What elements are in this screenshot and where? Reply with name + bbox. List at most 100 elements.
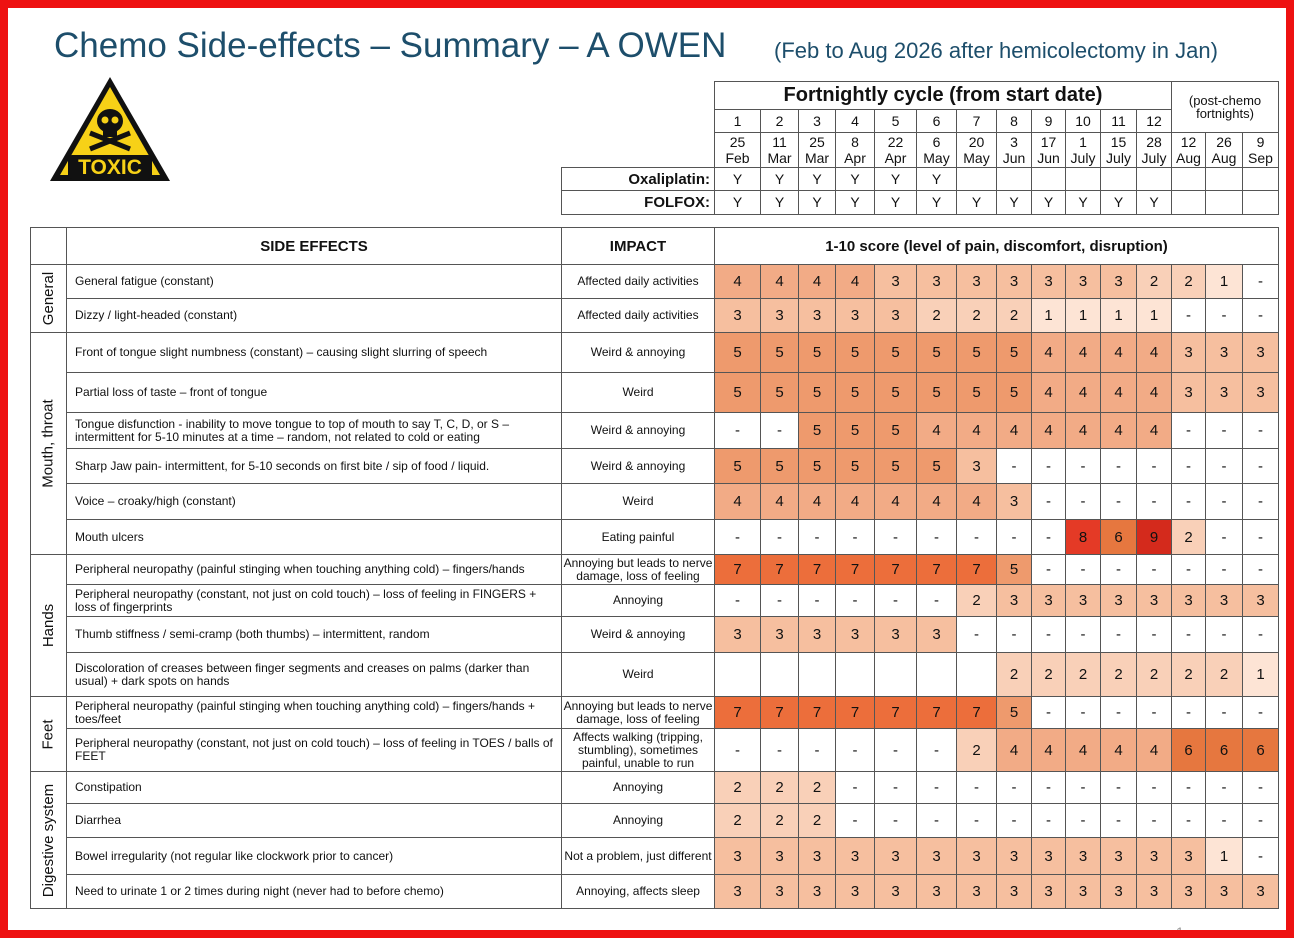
- score-cell: 3: [874, 298, 917, 333]
- score-cell: [874, 652, 917, 697]
- score-cell: -: [835, 771, 875, 804]
- score-cell: 2: [916, 298, 957, 333]
- corner-cell: [30, 227, 67, 265]
- score-cell: 3: [1065, 264, 1101, 299]
- score-cell: 1: [1242, 652, 1279, 697]
- date-month: Apr: [844, 150, 866, 166]
- score-cell: 3: [916, 874, 957, 909]
- score-cell: 5: [916, 448, 957, 484]
- score-cell: 3: [956, 448, 997, 484]
- side-effect: Voice – croaky/high (constant): [66, 483, 562, 520]
- score-cell: 3: [916, 837, 957, 875]
- cycle-number: 10: [1065, 109, 1101, 133]
- score-cell: -: [1100, 448, 1137, 484]
- drug-cell: Y: [916, 190, 957, 215]
- score-cell: 4: [1100, 412, 1137, 449]
- score-cell: -: [996, 771, 1032, 804]
- score-cell: 2: [956, 728, 997, 772]
- date-month: May: [963, 150, 990, 166]
- score-cell: 3: [714, 298, 761, 333]
- score-cell: 3: [798, 837, 836, 875]
- score-cell: 2: [1171, 264, 1206, 299]
- score-cell: -: [1242, 483, 1279, 520]
- score-cell: -: [1205, 412, 1243, 449]
- score-cell: -: [1031, 616, 1066, 653]
- score-cell: 5: [996, 554, 1032, 585]
- score-cell: -: [1171, 616, 1206, 653]
- score-cell: 5: [874, 372, 917, 413]
- date-day: 11: [772, 134, 787, 150]
- score-cell: 4: [996, 412, 1032, 449]
- group-name: Hands: [40, 603, 58, 648]
- score-cell: -: [1205, 519, 1243, 555]
- score-cell: 3: [874, 616, 917, 653]
- impact: Annoying, affects sleep: [561, 874, 715, 909]
- score-cell: 4: [798, 483, 836, 520]
- score-cell: -: [874, 771, 917, 804]
- header-score: 1-10 score (level of pain, discomfort, d…: [714, 227, 1279, 265]
- score-cell: 4: [1031, 372, 1066, 413]
- score-cell: 3: [760, 837, 799, 875]
- score-cell: [916, 652, 957, 697]
- date-day: 28: [1146, 134, 1162, 150]
- score-cell: 5: [835, 332, 875, 373]
- score-cell: 3: [714, 874, 761, 909]
- score-cell: -: [1205, 616, 1243, 653]
- score-cell: -: [1171, 803, 1206, 838]
- score-cell: 3: [874, 837, 917, 875]
- score-cell: 3: [1171, 372, 1206, 413]
- score-cell: 4: [714, 264, 761, 299]
- score-cell: 7: [798, 554, 836, 585]
- score-cell: 4: [1136, 412, 1172, 449]
- impact: Affects walking (tripping, stumbling), s…: [561, 728, 715, 772]
- date-day: 25: [809, 134, 825, 150]
- score-cell: 6: [1100, 519, 1137, 555]
- drug-cell: [1136, 167, 1172, 191]
- score-cell: 3: [956, 264, 997, 299]
- score-cell: 2: [996, 652, 1032, 697]
- score-cell: 3: [1065, 837, 1101, 875]
- score-cell: 2: [1205, 652, 1243, 697]
- drug-cell: Y: [798, 167, 836, 191]
- score-cell: 3: [1100, 837, 1137, 875]
- score-cell: 4: [1065, 372, 1101, 413]
- cycle-number: 11: [1100, 109, 1137, 133]
- score-cell: -: [1065, 696, 1101, 729]
- score-cell: 3: [714, 616, 761, 653]
- score-cell: 2: [1171, 519, 1206, 555]
- date-month: Mar: [767, 150, 792, 166]
- drug-cell: Y: [916, 167, 957, 191]
- side-effect: Discoloration of creases between finger …: [66, 652, 562, 697]
- score-cell: 3: [1031, 584, 1066, 617]
- score-cell: 4: [835, 264, 875, 299]
- score-cell: -: [714, 519, 761, 555]
- impact: Not a problem, just different: [561, 837, 715, 875]
- impact: Affected daily activities: [561, 298, 715, 333]
- score-cell: 3: [1242, 874, 1279, 909]
- impact: Annoying but leads to nerve damage, loss…: [561, 554, 715, 585]
- score-cell: 4: [916, 412, 957, 449]
- date-month: Jun: [1002, 150, 1026, 166]
- date-month: Apr: [884, 150, 907, 166]
- score-cell: 3: [1171, 584, 1206, 617]
- date: 11 Mar: [760, 132, 799, 168]
- side-effect: Constipation: [66, 771, 562, 804]
- score-cell: -: [1171, 412, 1206, 449]
- score-cell: -: [1242, 519, 1279, 555]
- score-cell: -: [1100, 771, 1137, 804]
- score-cell: 7: [760, 696, 799, 729]
- impact: Weird & annoying: [561, 448, 715, 484]
- date-month: Aug: [1176, 150, 1201, 166]
- drug-cell: Y: [760, 190, 799, 215]
- score-cell: 7: [714, 696, 761, 729]
- side-effect: Front of tongue slight numbness (constan…: [66, 332, 562, 373]
- score-cell: 7: [798, 696, 836, 729]
- score-cell: 7: [874, 554, 917, 585]
- date-month: Jun: [1037, 150, 1060, 166]
- score-cell: -: [1031, 519, 1066, 555]
- score-cell: 3: [1031, 837, 1066, 875]
- score-cell: 7: [916, 696, 957, 729]
- score-cell: 3: [956, 837, 997, 875]
- score-cell: 5: [916, 372, 957, 413]
- score-cell: -: [874, 519, 917, 555]
